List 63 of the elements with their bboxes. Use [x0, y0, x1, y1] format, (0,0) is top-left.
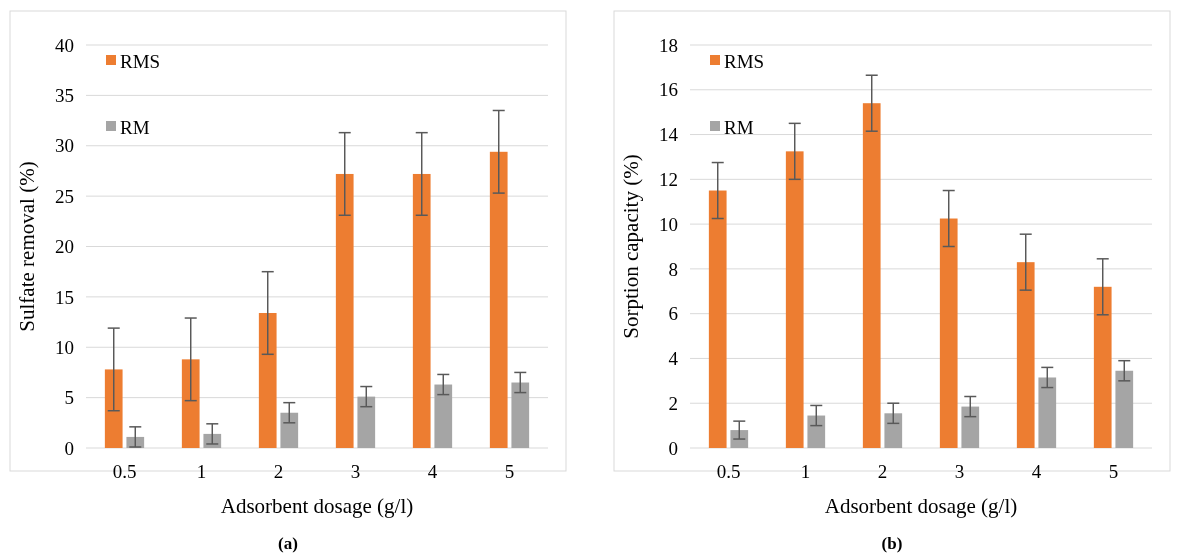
x-tick-label: 3 [350, 461, 361, 482]
x-tick-label: 0.5 [112, 461, 137, 482]
bar [1038, 377, 1057, 448]
y-tick-label: 10 [55, 336, 74, 358]
text: (b) [881, 534, 903, 553]
bar [807, 415, 826, 448]
y-tick-label: 0 [64, 437, 74, 459]
bar [489, 151, 508, 448]
bar [258, 313, 277, 448]
y-tick-label: 6 [668, 303, 678, 325]
y-tick-label: 5 [64, 387, 74, 409]
bar [1093, 286, 1112, 448]
bar [785, 151, 804, 448]
bar [104, 369, 123, 448]
bar [357, 396, 376, 448]
bar [1016, 262, 1035, 448]
y-axis-title: Sulfate removal (%) [15, 161, 39, 332]
x-tick-label: 0.5 [716, 461, 741, 482]
x-tick-label: 2 [877, 461, 888, 482]
bar [730, 430, 749, 448]
bar [708, 190, 727, 448]
x-tick-label: 1 [800, 461, 811, 482]
y-tick-label: 18 [659, 34, 678, 56]
y-axis-title: Sorption capacity (%) [619, 154, 643, 339]
text: (a) [278, 534, 298, 553]
bar [181, 359, 200, 448]
x-axis-title: Adsorbent dosage (g/l) [824, 494, 1018, 518]
bar [939, 218, 958, 448]
x-tick-label: 4 [1031, 461, 1042, 482]
x-tick-label: 4 [427, 461, 438, 482]
x-tick-label: 3 [954, 461, 965, 482]
legend-label: RM [724, 116, 754, 138]
x-axis-title: Adsorbent dosage (g/l) [220, 494, 414, 518]
x-tick-label: 2 [273, 461, 284, 482]
y-tick-label: 4 [668, 348, 679, 370]
y-tick-label: 15 [55, 286, 74, 308]
bar [511, 382, 530, 448]
y-tick-label: 16 [659, 79, 678, 101]
y-tick-label: 25 [55, 185, 74, 207]
bar [1115, 370, 1134, 448]
y-tick-label: 20 [55, 236, 74, 258]
x-tick-label: 5 [504, 461, 515, 482]
bar [434, 384, 453, 448]
y-tick-label: 2 [668, 392, 678, 414]
y-tick-label: 30 [55, 135, 74, 157]
bar [961, 406, 980, 448]
legend-label: RM [120, 116, 150, 138]
y-tick-label: 10 [659, 213, 678, 235]
legend-label: RMS [120, 50, 161, 72]
y-tick-label: 0 [668, 437, 678, 459]
bar [412, 173, 431, 448]
bar [862, 103, 881, 448]
y-tick-label: 35 [55, 85, 74, 107]
y-tick-label: 40 [55, 34, 74, 56]
legend-label: RMS [724, 50, 765, 72]
bar [280, 412, 299, 448]
x-tick-label: 1 [196, 461, 207, 482]
bar [884, 413, 903, 448]
bar [335, 173, 354, 448]
y-tick-label: 14 [659, 124, 679, 146]
y-tick-label: 8 [668, 258, 678, 280]
x-tick-label: 5 [1108, 461, 1119, 482]
y-tick-label: 12 [659, 168, 678, 190]
